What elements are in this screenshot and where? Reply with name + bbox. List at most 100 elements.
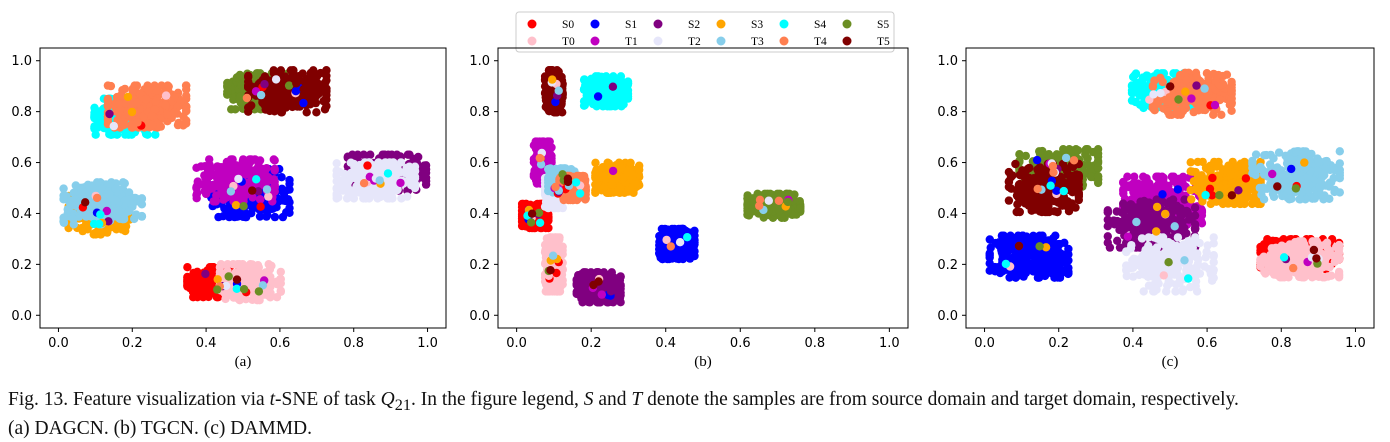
scatter-points [59, 66, 431, 305]
point-t1 [253, 164, 262, 173]
point-t1 [241, 187, 250, 196]
point-t5 [81, 198, 90, 207]
point-t2 [397, 194, 406, 203]
point-s0 [205, 263, 214, 272]
point-t3 [82, 211, 92, 220]
point-t2 [352, 186, 361, 195]
panel-label: (a) [235, 354, 252, 370]
point-t0 [161, 91, 171, 100]
point-s5 [252, 69, 261, 78]
y-tick-label: 0.6 [11, 156, 32, 171]
point-t1 [214, 180, 223, 190]
x-tick-label: 0.4 [196, 336, 217, 351]
point-t4 [128, 87, 137, 96]
point-s1 [671, 225, 681, 235]
point-s5 [239, 202, 248, 211]
point-t3 [114, 206, 124, 216]
point-t2 [407, 164, 416, 173]
point-t1 [193, 179, 203, 188]
point-t2 [332, 183, 341, 193]
point-t5 [312, 108, 321, 117]
point-s4 [95, 219, 104, 229]
x-tick-label: 0.2 [122, 336, 143, 351]
point-t3 [59, 217, 68, 226]
point-t1 [270, 156, 279, 165]
point-t5 [244, 71, 253, 81]
legend-entry-s0: S0 [527, 19, 574, 31]
point-t2 [221, 281, 231, 291]
point-t3 [256, 90, 266, 100]
point-s0 [363, 161, 372, 170]
point-t1 [201, 181, 211, 190]
point-t5 [275, 86, 285, 95]
point-t4 [151, 97, 161, 106]
point-s5 [239, 285, 249, 294]
point-t5 [299, 85, 308, 94]
point-t0 [216, 261, 226, 270]
point-s4 [383, 169, 393, 178]
point-t1 [255, 195, 265, 204]
point-t5 [244, 83, 253, 92]
point-t0 [276, 279, 285, 288]
point-t0 [241, 295, 251, 304]
point-t5 [322, 95, 331, 104]
legend-label: S4 [814, 19, 826, 31]
point-t4 [170, 93, 179, 102]
point-t0 [241, 263, 251, 272]
legend-label: T5 [877, 36, 890, 48]
point-t1 [102, 206, 112, 216]
point-t3 [85, 182, 95, 191]
legend-marker [653, 19, 663, 29]
point-s2 [585, 292, 595, 302]
point-t5 [321, 78, 330, 87]
point-t2 [365, 194, 374, 203]
legend-entry-t3: T3 [716, 36, 764, 48]
point-s0 [183, 277, 192, 287]
point-s2 [201, 269, 210, 279]
point-t0 [552, 282, 561, 292]
point-s0 [517, 202, 527, 212]
point-t2 [234, 174, 243, 184]
point-t3 [124, 188, 134, 197]
point-s2 [579, 268, 588, 277]
point-s4 [107, 130, 116, 139]
point-s1 [262, 212, 271, 221]
point-s0 [256, 202, 265, 211]
legend-marker [527, 36, 537, 46]
point-t2 [375, 167, 384, 177]
point-t2 [405, 176, 415, 185]
point-s4 [252, 175, 261, 184]
point-s1 [685, 253, 694, 262]
point-t0 [234, 268, 243, 277]
legend-entry-s5: S5 [842, 19, 889, 31]
point-t5 [247, 101, 256, 110]
point-s1 [285, 203, 294, 213]
point-s5 [213, 285, 222, 294]
legend-box [515, 11, 895, 53]
point-t4 [92, 193, 102, 203]
cluster-s2 [572, 268, 625, 307]
point-s2 [421, 161, 431, 170]
point-t0 [276, 267, 285, 277]
legend-entry-s1: S1 [590, 19, 637, 31]
point-s1 [277, 173, 286, 182]
point-t3 [63, 205, 72, 214]
legend-marker [590, 36, 600, 46]
point-t1 [217, 189, 227, 199]
point-s1 [279, 196, 288, 205]
y-tick-label: 0.8 [11, 105, 32, 120]
point-s5 [235, 70, 245, 80]
point-t3 [258, 281, 268, 290]
point-s4 [91, 130, 100, 139]
legend-label: S3 [751, 19, 763, 31]
point-t3 [100, 198, 109, 207]
point-s2 [392, 150, 402, 159]
point-t3 [105, 190, 114, 199]
x-tick-label: 0.8 [343, 336, 364, 351]
point-t5 [248, 186, 257, 195]
point-t4 [148, 121, 157, 130]
point-s4 [232, 284, 241, 293]
panel-b: 0.0 0.2 0.4 0.6 0.8 1.00.00.20.40.60.81.0(b) [469, 47, 909, 370]
point-s2 [421, 168, 431, 177]
point-t5 [311, 98, 320, 108]
